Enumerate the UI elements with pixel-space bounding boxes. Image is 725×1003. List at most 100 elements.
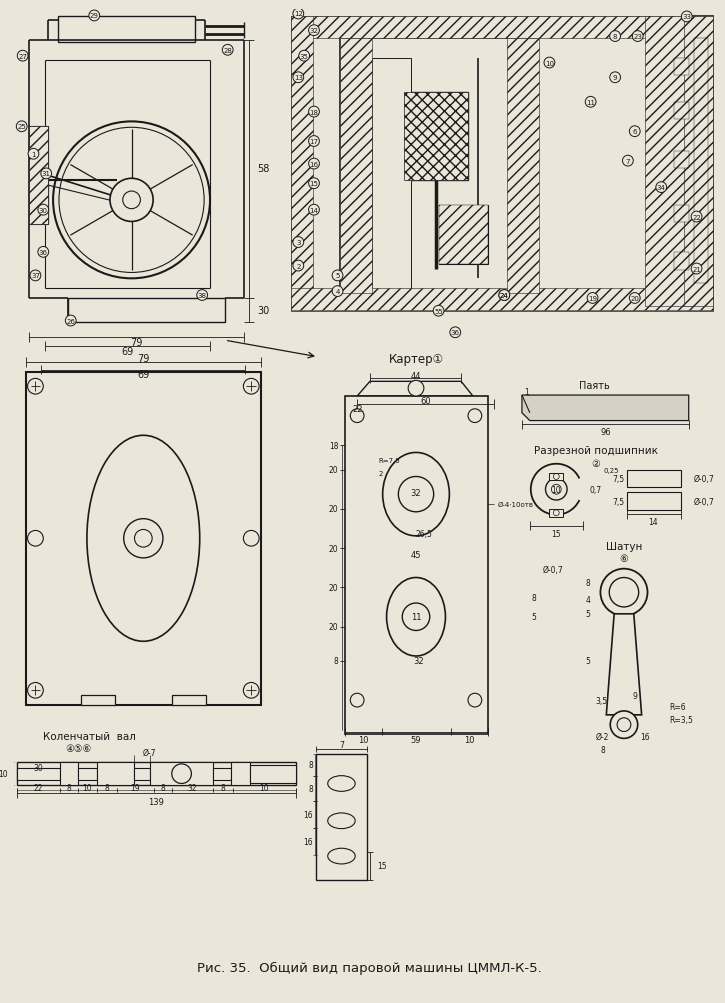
Bar [78,768,97,779]
Bar [372,58,411,294]
Text: 55: 55 [434,308,443,314]
Text: 69: 69 [122,347,133,356]
Circle shape [468,409,481,423]
Bar [627,470,681,487]
Circle shape [38,205,49,216]
Circle shape [629,293,640,304]
Text: 32: 32 [410,488,421,497]
Circle shape [623,156,633,166]
Text: 2: 2 [378,470,383,476]
Text: 28: 28 [223,48,232,54]
Text: 10: 10 [552,485,561,494]
Bar [150,762,213,785]
Text: 19: 19 [588,296,597,302]
Text: Ø-0,7: Ø-0,7 [694,497,714,506]
Text: 13: 13 [294,75,303,81]
Text: 9: 9 [632,691,637,700]
Circle shape [610,711,638,738]
Bar [25,372,261,705]
Bar [439,206,488,265]
Text: 21: 21 [692,266,701,272]
Text: 33: 33 [682,14,691,20]
Circle shape [433,306,444,317]
Text: 45: 45 [411,551,421,560]
Ellipse shape [386,578,445,656]
Bar [674,206,703,224]
Text: ④⑤⑥: ④⑤⑥ [65,743,91,753]
Text: 32: 32 [310,28,318,34]
Text: 8: 8 [613,34,618,40]
Text: 0,25: 0,25 [603,467,619,473]
Text: 18: 18 [329,441,339,450]
Circle shape [332,271,343,282]
Circle shape [244,531,259,547]
Circle shape [30,271,41,282]
Text: 20: 20 [329,583,339,592]
Text: R=6: R=6 [669,703,686,712]
Ellipse shape [328,776,355,791]
Text: 31: 31 [42,172,51,178]
Text: 59: 59 [411,735,421,744]
Circle shape [309,205,320,216]
Text: Коленчатый  вал: Коленчатый вал [44,731,136,741]
Circle shape [610,73,621,83]
Bar [213,768,231,779]
Text: Шатун: Шатун [606,542,642,552]
Circle shape [585,97,596,108]
Circle shape [65,316,76,327]
Text: ②: ② [591,458,600,468]
Text: 8: 8 [600,745,605,754]
Bar [345,396,488,735]
Text: 8: 8 [531,593,536,602]
Text: 7: 7 [626,158,630,164]
Circle shape [28,149,39,160]
Circle shape [28,379,44,395]
Text: 8: 8 [67,783,71,792]
Text: 23: 23 [633,34,642,40]
Text: Ø-2: Ø-2 [596,732,609,741]
Text: 26,5: 26,5 [415,530,432,539]
Text: 32: 32 [414,657,424,666]
Circle shape [332,287,343,297]
Bar [291,289,713,310]
Text: 3: 3 [296,240,301,246]
Text: 19: 19 [130,783,140,792]
Bar [405,93,468,182]
Text: 32: 32 [188,783,197,792]
Bar [674,58,703,76]
Bar [674,102,703,120]
Circle shape [617,718,631,732]
Circle shape [17,51,28,62]
Bar [627,492,681,511]
Bar [17,768,60,779]
Bar [550,473,563,480]
Bar [684,17,713,307]
Bar [674,253,703,270]
Polygon shape [522,395,689,421]
Text: 1: 1 [524,387,529,396]
Text: Картер①: Картер① [389,353,444,366]
Bar [550,510,563,518]
Circle shape [244,379,259,395]
Text: 36: 36 [451,330,460,336]
Circle shape [196,290,207,301]
Ellipse shape [87,436,199,642]
Text: 96: 96 [600,427,610,436]
Text: 58: 58 [257,164,270,175]
Text: 8: 8 [308,784,313,793]
Text: 69: 69 [137,370,149,380]
Bar [674,151,689,170]
Circle shape [609,578,639,608]
Text: 11: 11 [411,613,421,622]
Bar [28,127,48,225]
Text: 7,5: 7,5 [612,474,624,483]
Text: 10: 10 [358,735,368,744]
Bar [58,17,195,43]
Text: 14: 14 [649,518,658,527]
Text: 5: 5 [531,613,536,622]
Circle shape [309,136,320,147]
Circle shape [244,683,259,698]
Text: 4: 4 [336,289,340,295]
Circle shape [41,169,51,180]
Text: 16: 16 [639,732,650,741]
